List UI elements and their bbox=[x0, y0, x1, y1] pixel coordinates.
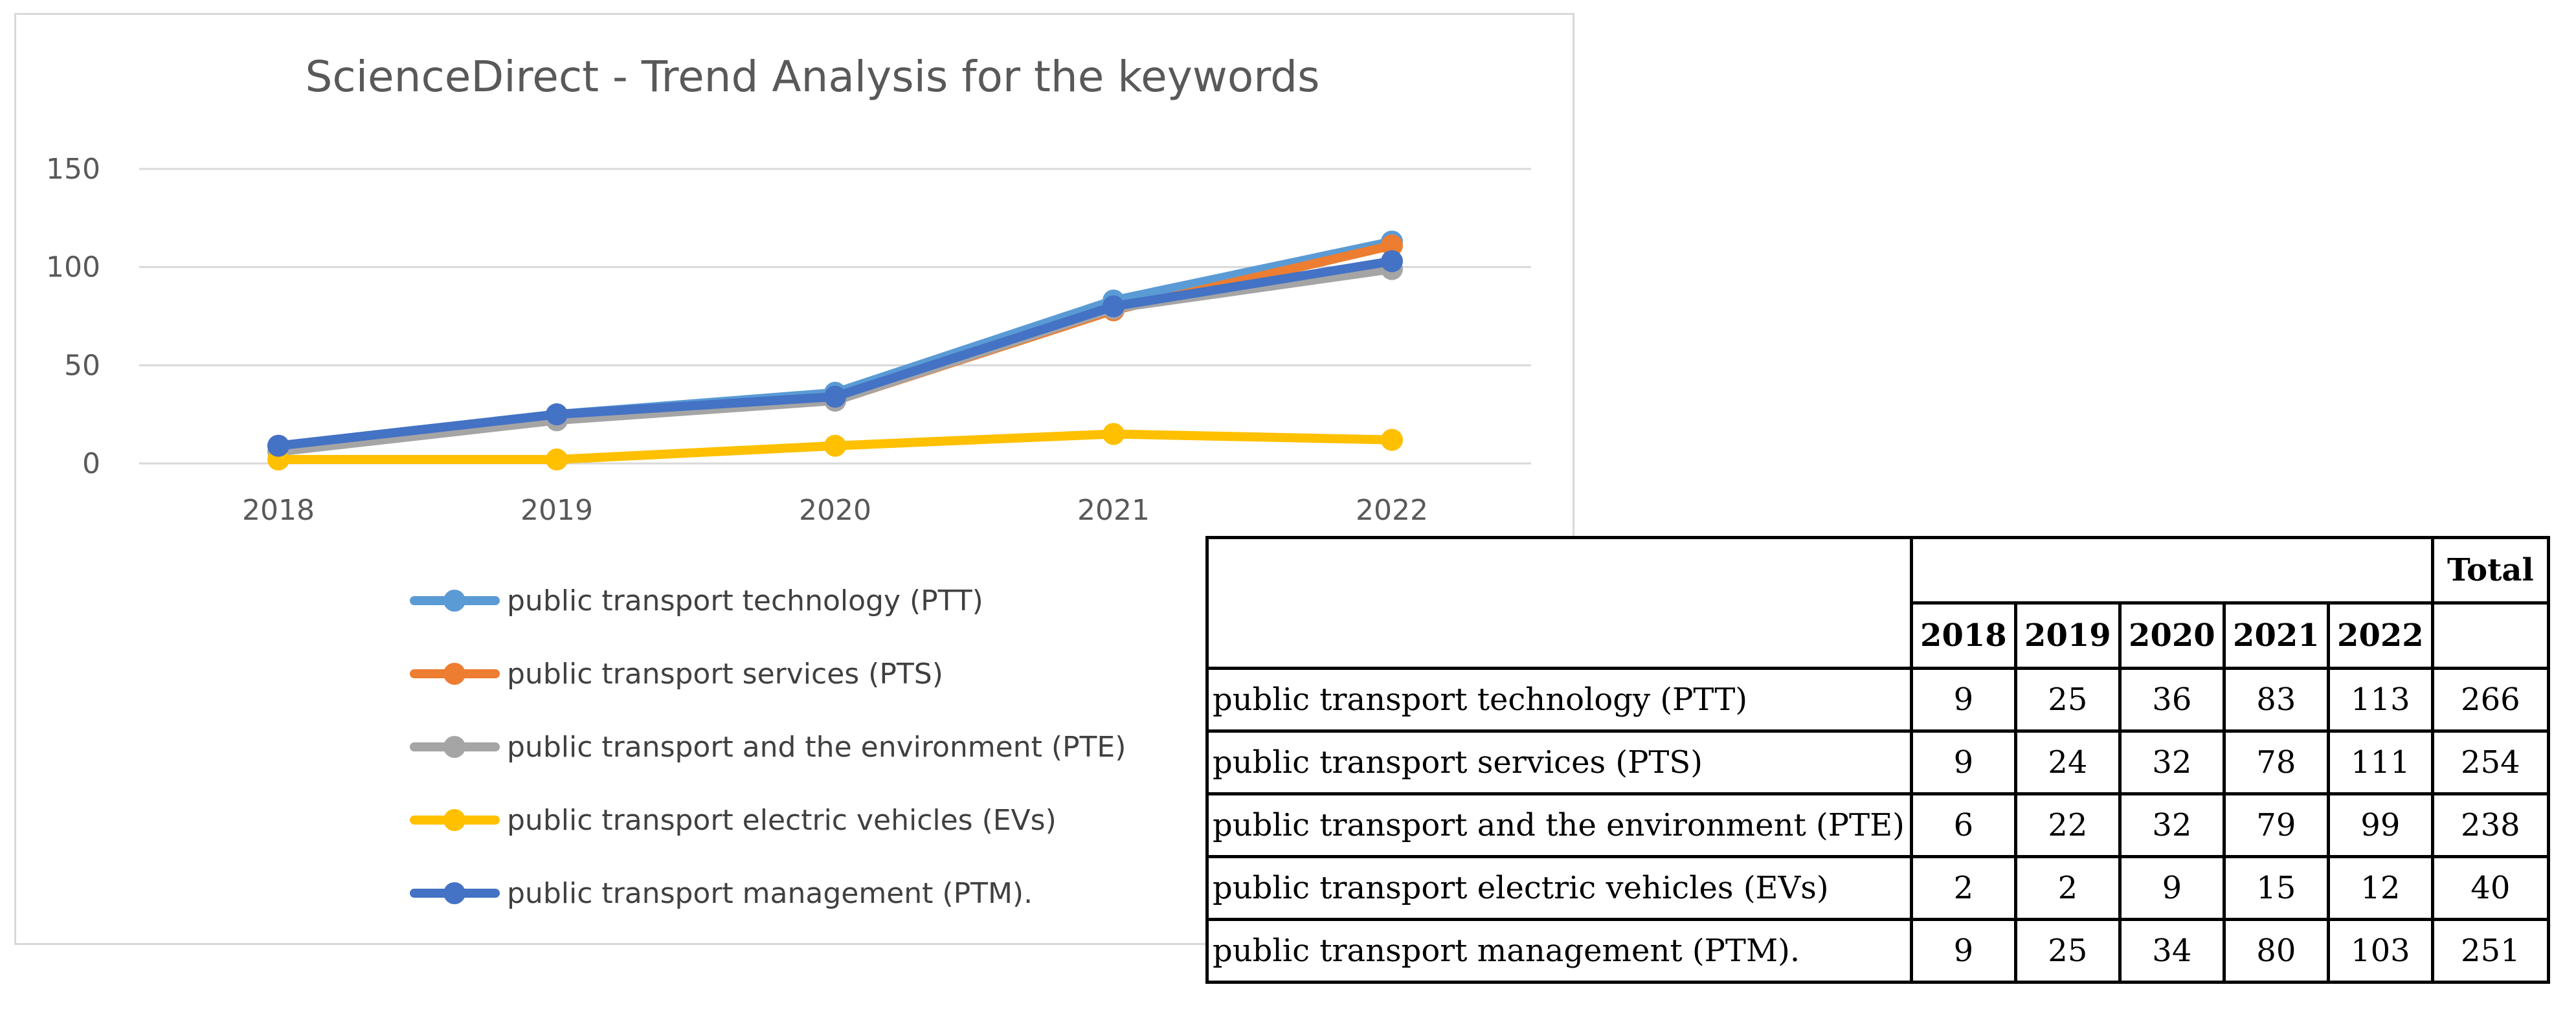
table-year-span-cell bbox=[1909, 536, 2434, 605]
table-row-label: public transport electric vehicles (EVs) bbox=[1205, 855, 1913, 921]
series-line bbox=[274, 237, 1396, 450]
legend-item: public transport and the environment (PT… bbox=[410, 731, 1126, 764]
table-cell: 6 bbox=[1909, 792, 2017, 858]
series-4 bbox=[267, 250, 1403, 457]
legend-swatch-marker bbox=[443, 590, 465, 612]
table-cell: 79 bbox=[2222, 792, 2330, 858]
table-total-cell: 238 bbox=[2430, 792, 2550, 858]
table-row-label: public transport technology (PTT) bbox=[1205, 667, 1913, 733]
data-point bbox=[824, 434, 846, 457]
legend-swatch-marker bbox=[443, 809, 465, 831]
table-header-row-2: 2018 2019 2020 2021 2022 bbox=[1207, 601, 2550, 670]
table-row-label: public transport management (PTM). bbox=[1205, 918, 1913, 984]
table-row: public transport services (PTS) 9 24 32 … bbox=[1205, 729, 2550, 795]
table-row: public transport and the environment (PT… bbox=[1205, 792, 2550, 858]
table-cell: 80 bbox=[2222, 918, 2330, 984]
table-cell: 9 bbox=[1909, 729, 2017, 795]
table-total-cell: 40 bbox=[2430, 855, 2550, 921]
table-cell: 12 bbox=[2326, 855, 2434, 921]
table-cell: 32 bbox=[2118, 729, 2226, 795]
chart-panel: ScienceDirect - Trend Analysis for the k… bbox=[14, 13, 1574, 945]
legend-swatch-marker bbox=[443, 882, 465, 904]
series-line bbox=[274, 256, 1396, 450]
legend-item: public transport electric vehicles (EVs) bbox=[410, 804, 1057, 837]
table-year-header: 2018 bbox=[1909, 601, 2017, 670]
table-row: public transport electric vehicles (EVs)… bbox=[1205, 855, 2550, 921]
table-year-header: 2021 bbox=[2222, 601, 2330, 670]
x-tick-label: 2018 bbox=[242, 494, 315, 527]
data-point bbox=[546, 448, 568, 471]
table-year-header: 2019 bbox=[2013, 601, 2122, 670]
table-cell: 78 bbox=[2222, 729, 2330, 795]
y-tick-label: 150 bbox=[46, 153, 100, 186]
table-cell: 9 bbox=[2118, 855, 2226, 921]
table-header-row-1: Total bbox=[1205, 536, 2550, 670]
data-point bbox=[267, 434, 289, 457]
data-point bbox=[1381, 250, 1403, 272]
legend-item: public transport technology (PTT) bbox=[410, 584, 983, 617]
table-cell: 9 bbox=[1909, 918, 2017, 984]
table-cell: 25 bbox=[2013, 918, 2122, 984]
data-point bbox=[824, 385, 846, 408]
x-tick-label: 2021 bbox=[1077, 494, 1150, 527]
table-total-cell: 254 bbox=[2430, 729, 2550, 795]
table-cell: 113 bbox=[2326, 667, 2434, 733]
table-year-header: 2020 bbox=[2118, 601, 2226, 670]
table-cell: 36 bbox=[2118, 667, 2226, 733]
table-cell: 2 bbox=[2013, 855, 2122, 921]
data-point bbox=[1381, 234, 1403, 257]
y-tick-label: 50 bbox=[64, 349, 100, 382]
legend-label: public transport management (PTM). bbox=[507, 877, 1033, 910]
table-total-header: Total bbox=[2430, 536, 2550, 605]
series-lines bbox=[267, 230, 1403, 471]
table-cell: 24 bbox=[2013, 729, 2122, 795]
y-tick-label: 100 bbox=[46, 251, 100, 284]
chart-title: ScienceDirect - Trend Analysis for the k… bbox=[306, 52, 1320, 102]
line-chart: ScienceDirect - Trend Analysis for the k… bbox=[46, 52, 1531, 910]
x-tick-label: 2019 bbox=[521, 494, 593, 527]
x-tick-label: 2020 bbox=[799, 494, 871, 527]
data-point bbox=[1381, 428, 1403, 451]
legend-item: public transport management (PTM). bbox=[410, 877, 1033, 910]
data-table: Total 2018 2019 2020 2021 2022 public tr… bbox=[1205, 536, 2550, 984]
table-total-cell: 251 bbox=[2430, 918, 2550, 984]
table-total-cell: 266 bbox=[2430, 667, 2550, 733]
data-point bbox=[546, 403, 568, 426]
table-cell: 32 bbox=[2118, 792, 2226, 858]
y-tick-label: 0 bbox=[82, 447, 100, 480]
table-cell: 83 bbox=[2222, 667, 2330, 733]
legend-label: public transport technology (PTT) bbox=[507, 584, 983, 617]
legend-swatch-marker bbox=[443, 736, 465, 758]
table-year-header: 2022 bbox=[2326, 601, 2434, 670]
table-cell: 9 bbox=[1909, 667, 2017, 733]
table-row: public transport technology (PTT) 9 25 3… bbox=[1205, 667, 2550, 733]
legend-label: public transport electric vehicles (EVs) bbox=[507, 804, 1057, 837]
series-0 bbox=[267, 230, 1403, 457]
y-axis-ticks: 0 50 100 150 bbox=[46, 153, 100, 480]
legend-label: public transport and the environment (PT… bbox=[507, 731, 1126, 764]
gridlines bbox=[139, 168, 1531, 465]
table-cell: 25 bbox=[2013, 667, 2122, 733]
table-total-empty bbox=[2430, 601, 2550, 670]
table-row-label: public transport and the environment (PT… bbox=[1205, 792, 1913, 858]
x-tick-label: 2022 bbox=[1356, 494, 1428, 527]
table-cell: 103 bbox=[2326, 918, 2434, 984]
data-point bbox=[1103, 295, 1125, 318]
x-axis-ticks: 2018 2019 2020 2021 2022 bbox=[242, 494, 1428, 527]
legend-item: public transport services (PTS) bbox=[410, 658, 943, 691]
legend: public transport technology (PTT) public … bbox=[410, 584, 1126, 910]
legend-label: public transport services (PTS) bbox=[507, 658, 943, 691]
table-corner-cell bbox=[1205, 536, 1913, 670]
table-row-label: public transport services (PTS) bbox=[1205, 729, 1913, 795]
table-cell: 22 bbox=[2013, 792, 2122, 858]
table-cell: 34 bbox=[2118, 918, 2226, 984]
legend-swatch-marker bbox=[443, 663, 465, 685]
table-cell: 2 bbox=[1909, 855, 2017, 921]
data-point bbox=[1103, 423, 1125, 445]
table-cell: 15 bbox=[2222, 855, 2330, 921]
table-row: public transport management (PTM). 9 25 … bbox=[1205, 918, 2550, 984]
table-cell: 99 bbox=[2326, 792, 2434, 858]
table-cell: 111 bbox=[2326, 729, 2434, 795]
